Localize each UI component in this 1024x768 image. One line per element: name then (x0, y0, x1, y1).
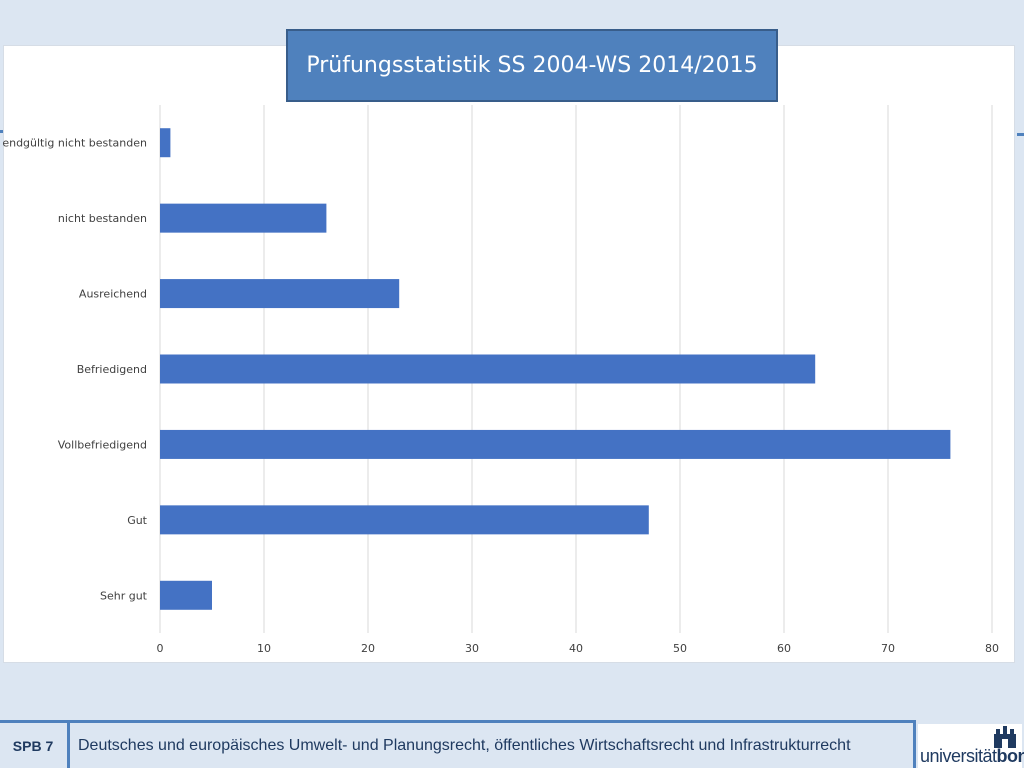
footer-separator (913, 723, 916, 768)
category-label: endgültig nicht bestanden (2, 137, 147, 150)
bars (160, 128, 951, 610)
university-logo: universitätbonn (918, 724, 1024, 768)
bar (160, 429, 951, 459)
x-tick-labels: 0 10 20 30 40 50 60 70 80 (157, 642, 1000, 655)
x-tick-label: 50 (673, 642, 687, 655)
accent-line-left (0, 130, 5, 133)
category-label: Vollbefriedigend (58, 438, 147, 451)
x-tick-label: 20 (361, 642, 375, 655)
x-tick-label: 40 (569, 642, 583, 655)
x-tick-label: 60 (777, 642, 791, 655)
category-label: Gut (127, 514, 147, 527)
crest-icon (994, 726, 1016, 748)
footer-course-code: SPB 7 (12, 737, 54, 754)
bar (160, 279, 400, 309)
x-tick-label: 80 (985, 642, 999, 655)
x-tick-label: 0 (157, 642, 164, 655)
bar (160, 128, 171, 158)
category-label: nicht bestanden (58, 212, 147, 225)
bar (160, 505, 649, 535)
logo-text-light: universität (920, 746, 997, 766)
footer-divider-line (0, 720, 916, 723)
footer (0, 720, 1024, 768)
footer-separator (67, 723, 70, 768)
accent-line-right (1017, 133, 1024, 136)
category-labels: Sehr gut Gut Vollbefriedigend Befriedigend A… (2, 137, 147, 603)
category-label: Ausreichend (79, 288, 147, 301)
x-tick-label: 70 (881, 642, 895, 655)
chart-panel (3, 45, 1015, 663)
category-label: Befriedigend (77, 363, 147, 376)
bar (160, 580, 212, 610)
x-tick-label: 30 (465, 642, 479, 655)
logo-wordmark: universitätbonn (920, 746, 1024, 767)
chart-title: Prüfungsstatistik SS 2004-WS 2014/2015 (286, 29, 778, 102)
bar (160, 203, 327, 233)
bar (160, 354, 816, 384)
footer-course-title: Deutsches und europäisches Umwelt- und P… (78, 736, 851, 754)
x-tick-label: 10 (257, 642, 271, 655)
logo-text-bold: bonn (996, 746, 1024, 766)
category-label: Sehr gut (100, 589, 148, 602)
